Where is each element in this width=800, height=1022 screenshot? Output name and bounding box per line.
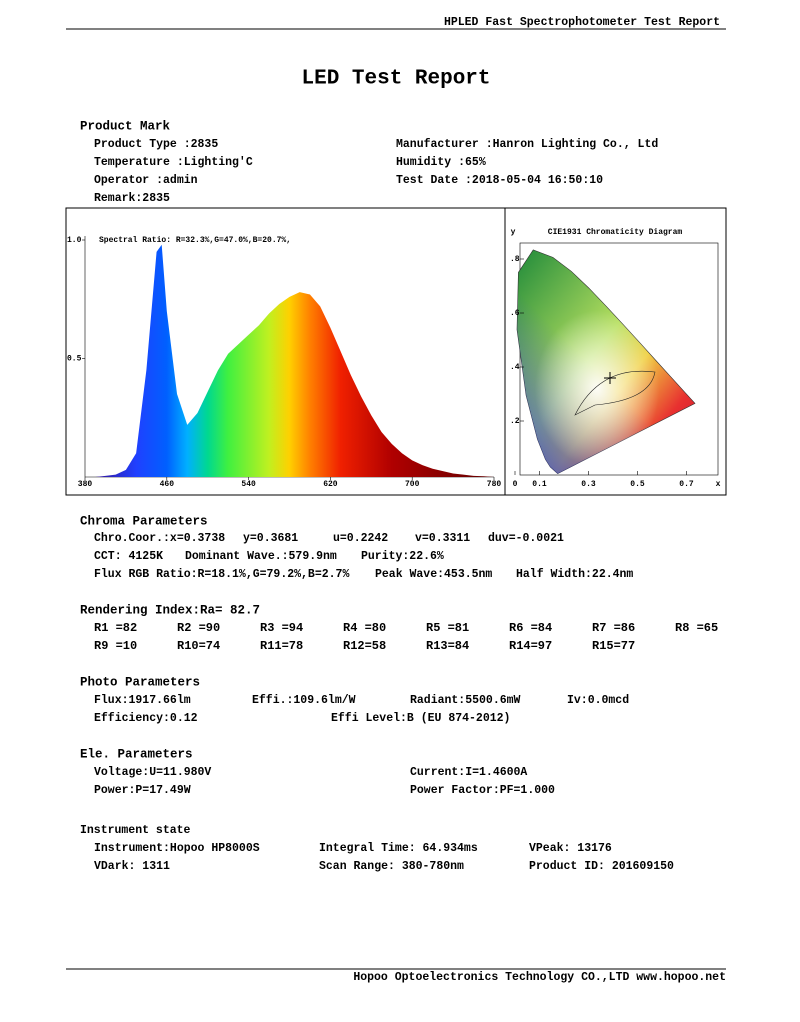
field: CCT: 4125K [94, 550, 163, 563]
field: Effi.:109.6lm/W [252, 694, 356, 707]
field: R2 =90 [177, 621, 220, 635]
field: Product ID: 201609150 [529, 860, 674, 873]
x-tick-label: 780 [487, 480, 502, 489]
field: duv=-0.0021 [488, 532, 564, 545]
field: Operator :admin [94, 174, 198, 187]
field: R14=97 [509, 639, 552, 653]
y-tick-label: .8 [510, 255, 520, 264]
spectrum-curve [85, 244, 494, 477]
field: R12=58 [343, 639, 386, 653]
field: Effi Level:B (EU 874-2012) [331, 712, 510, 725]
field: R1 =82 [94, 621, 137, 635]
field: R15=77 [592, 639, 635, 653]
x-tick-label: 0.3 [581, 480, 596, 489]
x-tick-label: 380 [78, 480, 93, 489]
field: R7 =86 [592, 621, 635, 635]
cie-y-label: y [511, 228, 516, 237]
field: VDark: 1311 [94, 860, 170, 873]
x-tick-label: 0.7 [679, 480, 694, 489]
section-heading: Chroma Parameters [80, 514, 208, 528]
field: Peak Wave:453.5nm [375, 568, 492, 581]
field: Humidity :65% [396, 156, 486, 169]
spectrum-label: Spectral Ratio: R=32.3%,G=47.0%,B=20.7%, [99, 236, 291, 245]
field: Current:I=1.4600A [410, 766, 527, 779]
x-tick-label: 0 [513, 480, 518, 489]
y-tick-label: .6 [510, 309, 520, 318]
y-tick-label: 1.0 [67, 236, 82, 245]
section-heading: Product Mark [80, 119, 171, 133]
x-tick-label: 0.1 [532, 480, 547, 489]
field: R5 =81 [426, 621, 469, 635]
field: R3 =94 [260, 621, 303, 635]
field: Power:P=17.49W [94, 784, 191, 797]
y-tick-label: .2 [510, 417, 520, 426]
field: Instrument:Hopoo HP8000S [94, 842, 260, 855]
section-heading: Photo Parameters [80, 675, 200, 689]
x-tick-label: 700 [405, 480, 420, 489]
field: Flux RGB Ratio:R=18.1%,G=79.2%,B=2.7% [94, 568, 349, 581]
cie-title: CIE1931 Chromaticity Diagram [548, 228, 683, 237]
field: Flux:1917.66lm [94, 694, 191, 707]
field: Temperature :Lighting'C [94, 156, 253, 169]
report-title: LED Test Report [301, 68, 490, 91]
cie-locus [516, 249, 696, 474]
y-tick-label: 0.5 [67, 355, 82, 364]
x-tick-label: 0.5 [630, 480, 645, 489]
field: Scan Range: 380-780nm [319, 860, 464, 873]
cie-x-label: x [716, 480, 721, 489]
x-tick-label: 620 [323, 480, 338, 489]
field: Iv:0.0mcd [567, 694, 629, 707]
x-tick-label: 460 [160, 480, 175, 489]
field: R11=78 [260, 639, 303, 653]
field: Radiant:5500.6mW [410, 694, 521, 707]
field: Integral Time: 64.934ms [319, 842, 478, 855]
field: Test Date :2018-05-04 16:50:10 [396, 174, 603, 187]
field: Purity:22.6% [361, 550, 444, 563]
section-heading: Rendering Index:Ra= 82.7 [80, 603, 260, 617]
field: v=0.3311 [415, 532, 470, 545]
field: Efficiency:0.12 [94, 712, 198, 725]
field: VPeak: 13176 [529, 842, 612, 855]
field: R8 =65 [675, 621, 718, 635]
cie-point [604, 372, 616, 384]
field: Chro.Coor.:x=0.3738 [94, 532, 225, 545]
field: R10=74 [177, 639, 220, 653]
field: Voltage:U=11.980V [94, 766, 211, 779]
field: u=0.2242 [333, 532, 388, 545]
section-heading: Ele. Parameters [80, 747, 193, 761]
field: Power Factor:PF=1.000 [410, 784, 555, 797]
field: R6 =84 [509, 621, 552, 635]
cie-white [517, 249, 695, 474]
x-tick-label: 540 [241, 480, 256, 489]
cie-frame [504, 207, 727, 496]
field: R4 =80 [343, 621, 386, 635]
footer-text: Hopoo Optoelectronics Technology CO.,LTD… [353, 971, 726, 984]
field: R9 =10 [94, 639, 137, 653]
field: Product Type :2835 [94, 138, 218, 151]
section-heading: Instrument state [80, 824, 191, 837]
page-header: HPLED Fast Spectrophotometer Test Report [444, 16, 720, 29]
field: y=0.3681 [243, 532, 298, 545]
field: Remark:2835 [94, 192, 170, 205]
field: R13=84 [426, 639, 469, 653]
field: Half Width:22.4nm [516, 568, 633, 581]
planckian-region [574, 370, 656, 416]
field: Dominant Wave.:579.9nm [185, 550, 337, 563]
field: Manufacturer :Hanron Lighting Co., Ltd [396, 138, 658, 151]
y-tick-label: .4 [510, 363, 520, 372]
cie-plot-box [519, 242, 719, 476]
